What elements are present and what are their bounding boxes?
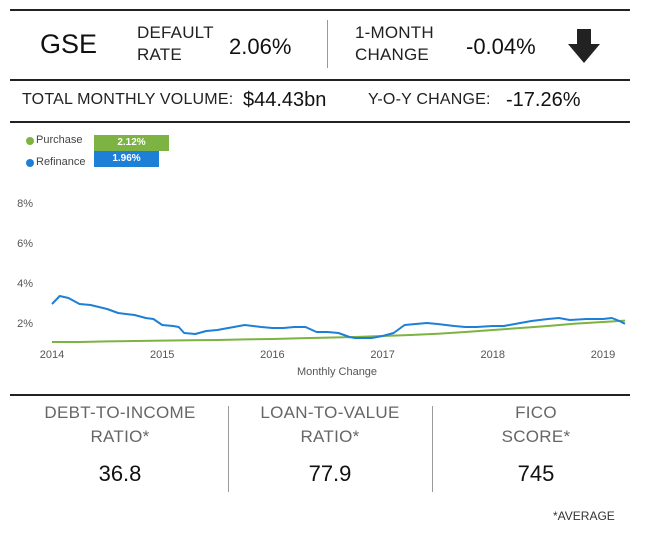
legend-refinance-label: Refinance [36, 156, 86, 168]
total-monthly-volume-value: $44.43bn [243, 89, 327, 111]
fico-score-value: 745 [517, 461, 555, 486]
footnote-average: *AVERAGE [553, 509, 615, 523]
loan-to-value-value: 77.9 [308, 461, 352, 486]
header-separator [327, 20, 328, 68]
yoy-change-label: Y-O-Y CHANGE: [368, 91, 491, 108]
fico-score-label: FICO SCORE* [501, 403, 571, 446]
x-tick-label: 2018 [481, 349, 505, 361]
x-tick-label: 2014 [40, 349, 64, 361]
x-axis-label: Monthly Change [297, 366, 377, 378]
total-monthly-volume-label: TOTAL MONTHLY VOLUME: [22, 91, 234, 108]
x-tick-label: 2016 [260, 349, 284, 361]
volume-divider [10, 121, 630, 123]
series-line-purchase [52, 319, 626, 343]
header-divider [10, 79, 630, 81]
x-tick-label: 2015 [150, 349, 174, 361]
chart-divider [10, 394, 630, 396]
default-rate-label: DEFAULT RATE [137, 23, 214, 64]
legend-refinance-value: 1.96% [94, 151, 159, 167]
legend-purchase-label: Purchase [36, 134, 83, 146]
series-line-refinance [51, 295, 626, 339]
loan-to-value-label: LOAN-TO-VALUE RATIO* [260, 403, 400, 446]
top-border [10, 9, 630, 11]
debt-to-income-value: 36.8 [98, 461, 142, 486]
yoy-change-value: -17.26% [506, 89, 581, 111]
arrow-down-icon [568, 29, 600, 63]
x-tick-label: 2019 [591, 349, 615, 361]
stats-separator-1 [228, 406, 229, 492]
y-tick-label: 2% [17, 318, 33, 330]
one-month-change-value: -0.04% [466, 34, 536, 59]
gse-title: GSE [40, 29, 98, 59]
y-tick-label: 8% [17, 198, 33, 210]
x-tick-label: 2017 [370, 349, 394, 361]
default-rate-line-chart: 2% 4% 6% 8% 2014 2015 2016 2017 2018 2019 Monthly … [17, 198, 626, 378]
one-month-change-label: 1-MONTH CHANGE [355, 23, 434, 64]
default-rate-value: 2.06% [229, 34, 292, 59]
legend-purchase-value: 2.12% [94, 135, 169, 151]
y-tick-label: 4% [17, 278, 33, 290]
legend-refinance-dot [26, 159, 34, 167]
stats-separator-2 [432, 406, 433, 492]
legend-purchase-dot [26, 137, 34, 145]
y-tick-label: 6% [17, 238, 33, 250]
debt-to-income-label: DEBT-TO-INCOME RATIO* [44, 403, 196, 446]
